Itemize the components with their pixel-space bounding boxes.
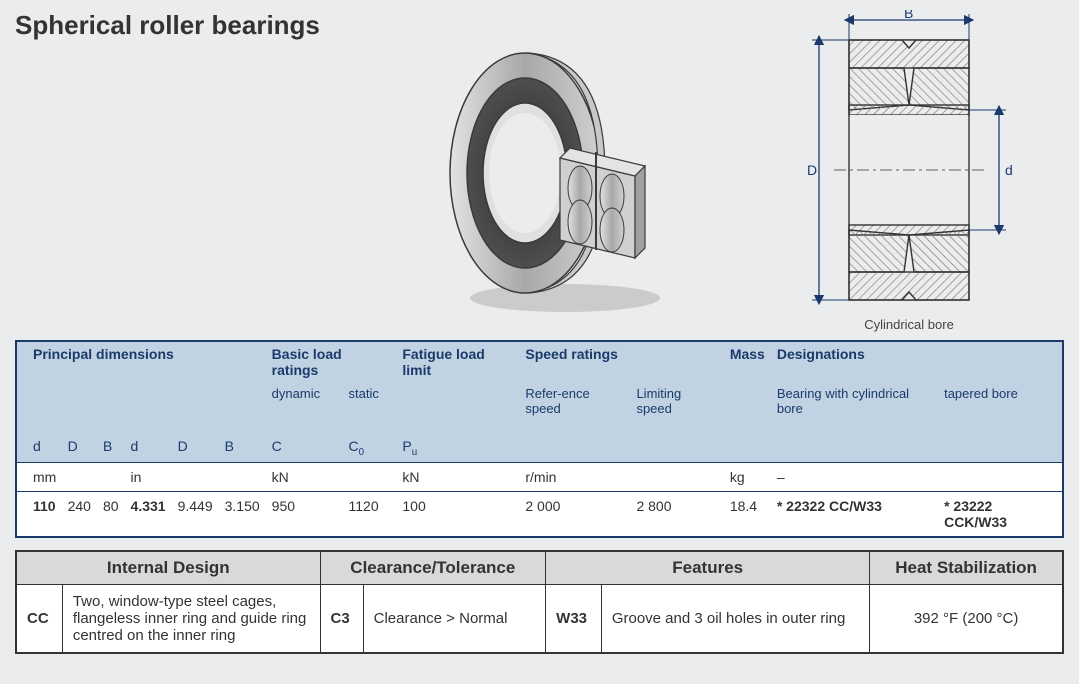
- sub-lim: Limiting speed: [630, 382, 723, 420]
- val-d-mm: 110: [16, 491, 62, 537]
- val-B-in: 3.150: [219, 491, 266, 537]
- technical-drawing: B D d: [774, 10, 1044, 310]
- design-table: Internal Design Clearance/Tolerance Feat…: [15, 550, 1064, 654]
- unit-mm: mm: [16, 462, 125, 491]
- unit-dash: –: [771, 462, 1063, 491]
- dim-label-D: D: [807, 162, 817, 178]
- unit-in: in: [125, 462, 266, 491]
- heat-text: 392 °F (200 °C): [870, 584, 1063, 653]
- dim-label-d: d: [1005, 162, 1013, 178]
- sym-d2: d: [125, 420, 172, 462]
- hdr-basic-load: Basic load ratings: [266, 341, 397, 382]
- dim-label-B: B: [904, 10, 913, 21]
- unit-kg: kg: [724, 462, 771, 491]
- hdr-features: Features: [546, 551, 870, 585]
- sub-ref: Refer-ence speed: [519, 382, 630, 420]
- unit-kN1: kN: [266, 462, 397, 491]
- val-lim-speed: 2 800: [630, 491, 723, 537]
- sym-C0: C0: [343, 420, 397, 462]
- hdr-heat: Heat Stabilization: [870, 551, 1063, 585]
- sym-d1: d: [16, 420, 62, 462]
- sym-D1: D: [62, 420, 97, 462]
- hdr-speed: Speed ratings: [519, 341, 723, 382]
- sub-tap-bore: tapered bore: [938, 382, 1063, 420]
- top-area: Spherical roller bearings: [15, 10, 1064, 340]
- sym-D2: D: [172, 420, 219, 462]
- sym-C: C: [266, 420, 343, 462]
- val-d-in: 4.331: [125, 491, 172, 537]
- unit-rmin: r/min: [519, 462, 723, 491]
- hdr-clearance: Clearance/Tolerance: [320, 551, 546, 585]
- hdr-mass: Mass: [724, 341, 771, 382]
- hdr-desig: Designations: [771, 341, 1063, 382]
- val-C: 950: [266, 491, 343, 537]
- unit-kN2: kN: [396, 462, 519, 491]
- val-C0: 1120: [343, 491, 397, 537]
- tech-drawing-caption: Cylindrical bore: [774, 317, 1044, 332]
- sub-cyl-bore: Bearing with cylindrical bore: [771, 382, 938, 420]
- features-text: Groove and 3 oil holes in outer ring: [601, 584, 869, 653]
- internal-text: Two, window-type steel cages, flangeless…: [62, 584, 320, 653]
- internal-code: CC: [16, 584, 62, 653]
- val-D-in: 9.449: [172, 491, 219, 537]
- val-B-mm: 80: [97, 491, 125, 537]
- val-mass: 18.4: [724, 491, 771, 537]
- sym-Pu: Pu: [396, 420, 519, 462]
- hdr-internal-design: Internal Design: [16, 551, 320, 585]
- val-D-mm: 240: [62, 491, 97, 537]
- hdr-fatigue: Fatigue load limit: [396, 341, 519, 382]
- val-desig2: * 23222 CCK/W33: [938, 491, 1063, 537]
- sub-static: static: [343, 382, 397, 420]
- val-Pu: 100: [396, 491, 519, 537]
- features-code: W33: [546, 584, 602, 653]
- sub-dynamic: dynamic: [266, 382, 343, 420]
- technical-drawing-container: B D d: [774, 10, 1044, 332]
- hdr-principal: Principal dimensions: [16, 341, 266, 420]
- bearing-3d-illustration: [435, 28, 685, 318]
- clearance-text: Clearance > Normal: [363, 584, 546, 653]
- dimensions-table: Principal dimensions Basic load ratings …: [15, 340, 1064, 538]
- sym-B1: B: [97, 420, 125, 462]
- clearance-code: C3: [320, 584, 363, 653]
- sym-B2: B: [219, 420, 266, 462]
- val-desig1: * 22322 CC/W33: [771, 491, 938, 537]
- val-ref-speed: 2 000: [519, 491, 630, 537]
